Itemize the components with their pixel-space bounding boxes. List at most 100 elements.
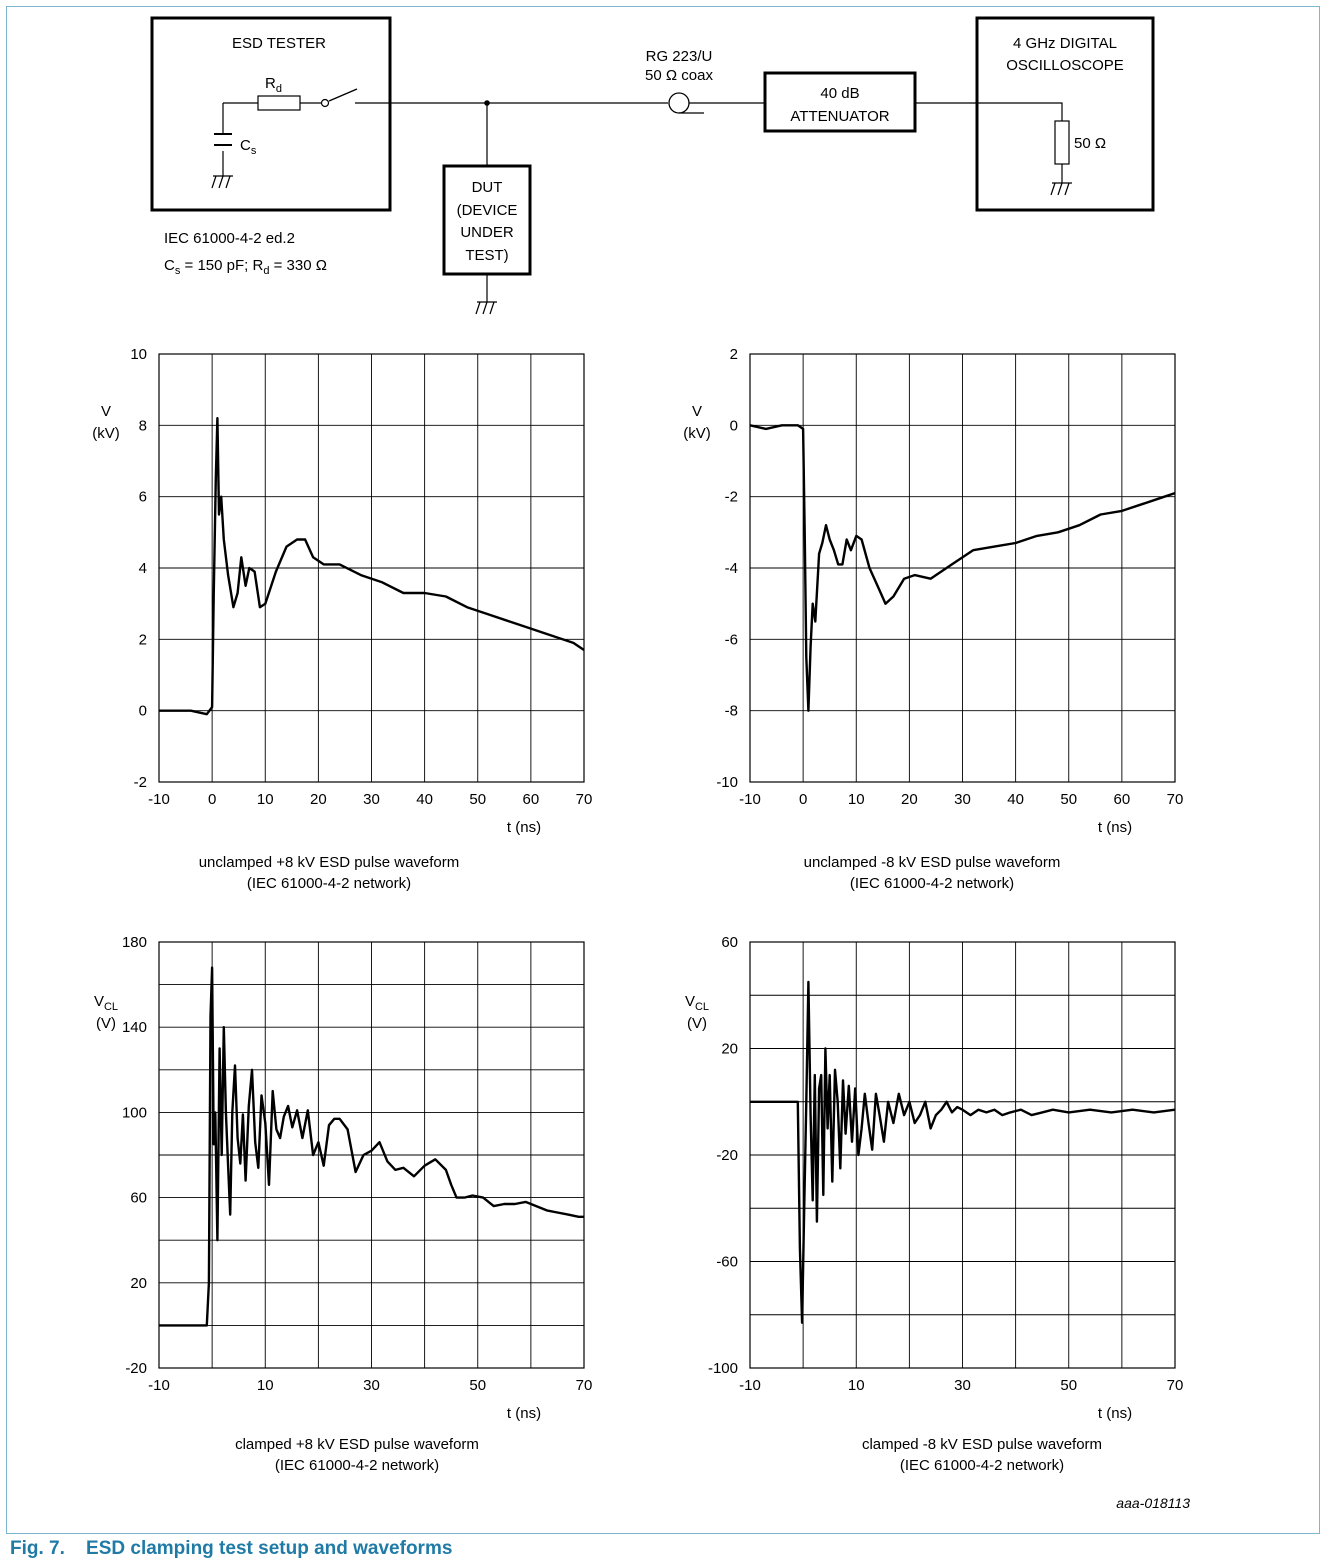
y-axis-symbol: V: [685, 993, 695, 1010]
y-axis-subscript: CL: [695, 1001, 709, 1013]
y-tick-label: -20: [716, 1147, 738, 1164]
cs-subscript: s: [251, 145, 257, 157]
attenuator-box: [763, 71, 917, 133]
x-tick-label: 40: [1007, 791, 1024, 808]
std-cs-subscript: s: [175, 265, 181, 277]
x-tick-label: 30: [363, 1377, 380, 1394]
y-tick-label: 60: [721, 934, 738, 951]
y-tick-label: -6: [725, 631, 738, 648]
chart-unclamped_pos: -2 0 2 4 6 8 10 -10 0 10 20 30 40 50 60 70 V (kV) t (ns) un…: [92, 346, 592, 892]
chart-caption-line-1: clamped +8 kV ESD pulse waveform: [235, 1436, 479, 1453]
x-tick-label: 30: [363, 791, 380, 808]
x-tick-label: -10: [148, 791, 170, 808]
cs-label: Cs: [240, 137, 257, 157]
plot-frame: [158, 941, 585, 1369]
x-axis-label: t (ns): [507, 1405, 541, 1422]
figure-title: Fig. 7. ESD clamping test setup and wave…: [10, 1538, 452, 1560]
y-axis-symbol: V: [692, 403, 702, 420]
dut-ground-icon: [475, 301, 497, 315]
chart-unclamped_neg: -10 -8 -6 -4 -2 0 2 -10 0 10 20 30 40 50 60 70 V (kV) t (n…: [683, 346, 1183, 892]
y-tick-label: 60: [130, 1190, 147, 1207]
chart-caption-line-1: clamped -8 kV ESD pulse waveform: [862, 1436, 1102, 1453]
y-axis-unit: (kV): [92, 425, 120, 442]
attenuator-label-1: 40 dB: [820, 85, 859, 102]
x-tick-label: 70: [576, 791, 593, 808]
switch-blade-icon: [328, 88, 358, 102]
chart-caption-line-2: (IEC 61000-4-2 network): [275, 1457, 439, 1474]
y-tick-label: 180: [122, 934, 147, 951]
attenuator-label-2: ATTENUATOR: [790, 108, 889, 125]
x-tick-label: 20: [901, 791, 918, 808]
y-axis-label: V: [101, 403, 111, 420]
y-tick-label: 2: [730, 346, 738, 363]
rd-label: Rd: [265, 75, 282, 95]
x-tick-label: 70: [576, 1377, 593, 1394]
chart-clamped_pos: -20 20 60 100 140 180 -10 10 30 50 70 VCL (V) t (ns) c…: [94, 934, 592, 1474]
load-label: 50 Ω: [1074, 135, 1106, 152]
oscilloscope-label-2: OSCILLOSCOPE: [1006, 57, 1124, 74]
y-tick-label: 100: [122, 1104, 147, 1121]
figure-code: aaa-018113: [1116, 1495, 1190, 1511]
plot-frame: [749, 941, 1176, 1369]
load-resistor-icon: [1054, 120, 1070, 165]
x-tick-label: 30: [954, 791, 971, 808]
y-tick-label: 8: [139, 417, 147, 434]
x-tick-label: 60: [523, 791, 540, 808]
chart-caption-line-1: unclamped -8 kV ESD pulse waveform: [804, 854, 1061, 871]
y-tick-label: 20: [721, 1041, 738, 1058]
waveform-trace: [749, 424, 1176, 712]
y-axis-subscript: CL: [104, 1001, 118, 1013]
cs-symbol: C: [240, 137, 251, 154]
x-tick-label: 70: [1167, 791, 1184, 808]
chart-caption-line-2: (IEC 61000-4-2 network): [850, 875, 1014, 892]
standard-line-2: Cs = 150 pF; Rd = 330 Ω: [164, 257, 327, 277]
plot-frame: [749, 353, 1176, 783]
y-tick-label: 0: [730, 417, 738, 434]
x-tick-label: 30: [954, 1377, 971, 1394]
y-axis-unit: (kV): [683, 425, 711, 442]
waveform-trace: [750, 980, 1176, 1324]
x-tick-label: 10: [848, 1377, 865, 1394]
resistor-rd-icon: [257, 95, 301, 111]
chart-caption-line-2: (IEC 61000-4-2 network): [900, 1457, 1064, 1474]
scope-internal-wire: [977, 102, 1063, 183]
y-tick-label: 140: [122, 1019, 147, 1036]
scope-ground-icon: [1050, 182, 1072, 196]
coax-label-1: RG 223/U: [646, 48, 713, 65]
y-tick-label: -2: [134, 774, 147, 791]
x-tick-label: 0: [208, 791, 216, 808]
x-tick-label: 50: [469, 1377, 486, 1394]
y-tick-label: 2: [139, 631, 147, 648]
chart-grid: [158, 353, 585, 783]
x-tick-label: -10: [739, 791, 761, 808]
chart-grid: [749, 353, 1176, 783]
x-axis-label: t (ns): [507, 819, 541, 836]
plot-frame: [158, 353, 585, 783]
y-tick-label: -8: [725, 703, 738, 720]
y-tick-label: -10: [716, 774, 738, 791]
x-tick-label: 50: [1060, 791, 1077, 808]
x-tick-label: 0: [799, 791, 807, 808]
coax-label-2: 50 Ω coax: [645, 67, 713, 84]
esd-tester-title: ESD TESTER: [232, 35, 326, 52]
x-tick-label: 70: [1167, 1377, 1184, 1394]
y-tick-label: -60: [716, 1254, 738, 1271]
oscilloscope-box: [975, 16, 1155, 212]
x-tick-label: 50: [469, 791, 486, 808]
x-tick-label: 50: [1060, 1377, 1077, 1394]
x-axis-label: t (ns): [1098, 1405, 1132, 1422]
y-axis-label: V: [692, 403, 702, 420]
std-rd-subscript: d: [263, 265, 269, 277]
rd-subscript: d: [276, 83, 282, 95]
dut-label-3: UNDER: [460, 224, 514, 241]
y-tick-label: 4: [139, 560, 147, 577]
figure-number: Fig. 7.: [10, 1538, 65, 1559]
figure-title-text: ESD clamping test setup and waveforms: [86, 1538, 453, 1559]
chart-caption-line-1: unclamped +8 kV ESD pulse waveform: [199, 854, 460, 871]
y-axis-symbol: V: [94, 993, 104, 1010]
x-axis-label: t (ns): [1098, 819, 1132, 836]
y-axis-unit: (V): [687, 1015, 707, 1032]
waveform-trace: [159, 417, 585, 716]
